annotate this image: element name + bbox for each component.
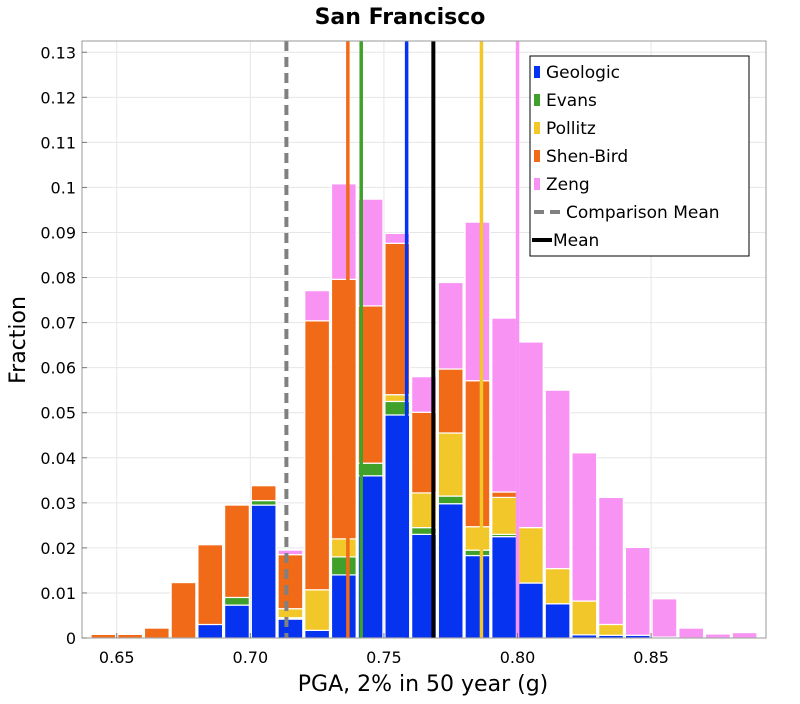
bar-pollitz-13 (437, 432, 464, 497)
legend-swatch-geologic (534, 66, 540, 78)
bar-zeng-20 (624, 546, 651, 636)
bar-evans-9 (330, 556, 357, 576)
y-tick-label-4: 0.04 (40, 449, 76, 468)
legend-label-mean: Mean (553, 231, 599, 251)
bar-shen-bird-9 (330, 278, 357, 540)
bar-shen-bird-0 (90, 633, 117, 639)
legend-swatch-shen-bird (534, 150, 540, 162)
bar-shen-bird-3 (170, 581, 197, 639)
bar-evans-13 (437, 495, 464, 505)
axis-ticks: 0 0.01 0.02 0.03 0.04 0.05 0.06 0.07 0.08 0.09 0.1… (40, 43, 669, 667)
bar-zeng-15 (491, 317, 518, 493)
x-tick-label-3: 0.80 (500, 648, 536, 667)
bar-zeng-8 (304, 290, 331, 322)
y-tick-label-11: 0.11 (40, 133, 76, 152)
bar-pollitz-7 (277, 608, 304, 619)
legend-label-comparison-mean: Comparison Mean (566, 203, 720, 223)
y-tick-label-0: 0 (66, 629, 76, 648)
bar-pollitz-18 (571, 600, 598, 636)
legend-swatch-pollitz (534, 122, 540, 134)
bar-shen-bird-7 (277, 554, 304, 610)
bar-zeng-22 (678, 627, 705, 639)
bar-geologic-13 (437, 503, 464, 639)
bar-geologic-14 (464, 554, 491, 639)
bar-geologic-8 (304, 629, 331, 639)
bar-pollitz-19 (598, 623, 624, 636)
bar-pollitz-14 (464, 526, 491, 551)
bar-pollitz-8 (304, 589, 331, 631)
bar-shen-bird-4 (197, 544, 224, 626)
y-tick-label-1: 0.01 (40, 584, 76, 603)
bar-zeng-13 (437, 281, 464, 370)
bar-zeng-18 (571, 452, 598, 602)
bar-geologic-6 (250, 504, 277, 639)
legend-label-shen-bird: Shen-Bird (546, 147, 628, 167)
bar-shen-bird-1 (117, 633, 144, 639)
bar-zeng-16 (517, 341, 544, 529)
bar-zeng-21 (651, 598, 678, 638)
bar-zeng-9 (330, 183, 357, 280)
y-tick-label-3: 0.03 (40, 494, 76, 513)
y-tick-label-12: 0.12 (40, 88, 76, 107)
bar-pollitz-9 (330, 538, 357, 558)
y-tick-label-6: 0.06 (40, 359, 76, 378)
bar-evans-5 (224, 596, 250, 606)
bar-geologic-17 (544, 603, 571, 639)
bar-zeng-23 (704, 633, 731, 639)
bar-evans-14 (464, 549, 491, 557)
bar-geologic-15 (491, 536, 518, 639)
legend-label-geologic: Geologic (546, 63, 620, 83)
bar-shen-bird-5 (224, 504, 250, 599)
bar-pollitz-17 (544, 568, 571, 605)
y-tick-label-2: 0.02 (40, 539, 76, 558)
bar-zeng-14 (464, 221, 491, 382)
y-axis-label: Fraction (6, 296, 31, 384)
legend: Geologic Evans Pollitz Shen-Bird Zeng Compari… (529, 55, 750, 257)
bar-shen-bird-8 (304, 320, 331, 591)
bar-zeng-17 (544, 389, 571, 570)
x-tick-label-0: 0.65 (99, 648, 135, 667)
plot-frame (81, 40, 767, 639)
bar-zeng-7 (277, 549, 304, 556)
bar-shen-bird-15 (491, 491, 518, 499)
legend-label-evans: Evans (546, 91, 597, 111)
bar-evans-6 (250, 499, 277, 506)
legend-label-zeng: Zeng (546, 175, 590, 195)
x-tick-label-1: 0.70 (233, 648, 269, 667)
x-axis-label: PGA, 2% in 50 year (g) (298, 672, 549, 697)
x-tick-label-2: 0.75 (366, 648, 402, 667)
bar-zeng-19 (598, 496, 624, 626)
x-tick-label-4: 0.85 (633, 648, 669, 667)
bar-geologic-5 (224, 604, 250, 639)
y-tick-label-9: 0.09 (40, 223, 76, 242)
bar-shen-bird-13 (437, 368, 464, 434)
bar-shen-bird-14 (464, 380, 491, 528)
bar-pollitz-16 (517, 527, 544, 584)
bar-shen-bird-6 (250, 485, 277, 502)
legend-box (529, 55, 750, 257)
bar-geologic-16 (517, 582, 544, 639)
y-tick-label-7: 0.07 (40, 314, 76, 333)
y-tick-label-5: 0.05 (40, 404, 76, 423)
legend-label-pollitz: Pollitz (546, 119, 596, 139)
y-tick-label-13: 0.13 (40, 43, 76, 62)
bar-pollitz-15 (491, 496, 518, 535)
y-tick-label-10: 0.1 (51, 178, 76, 197)
chart-title: San Francisco (315, 5, 486, 30)
legend-swatch-zeng (534, 178, 540, 190)
bar-zeng-11 (384, 232, 411, 244)
bar-zeng-24 (731, 631, 758, 639)
y-tick-label-8: 0.08 (40, 269, 76, 288)
bar-geologic-4 (197, 623, 224, 639)
legend-swatch-evans (534, 94, 540, 106)
bar-geologic-9 (330, 574, 357, 639)
mean-lines (284, 41, 520, 638)
bar-geologic-7 (277, 618, 304, 639)
bar-shen-bird-2 (143, 627, 170, 639)
